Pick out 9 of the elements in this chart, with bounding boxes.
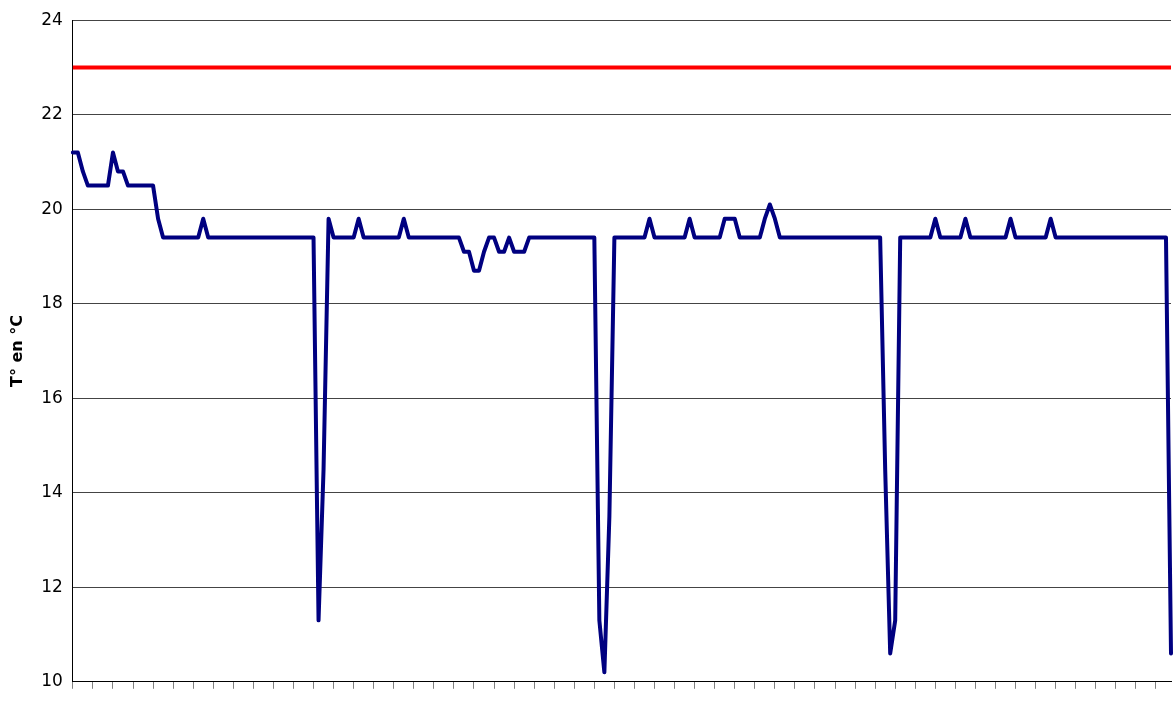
y-tick-label: 16 — [41, 386, 63, 407]
y-tick-label: 14 — [41, 481, 63, 502]
y-tick-label: 24 — [41, 8, 63, 29]
y-tick-label: 20 — [41, 197, 63, 218]
y-tick-label: 12 — [41, 575, 63, 596]
y-axis-title: T° en °C — [6, 314, 26, 388]
y-tick-label: 10 — [41, 670, 63, 691]
y-tick-label: 18 — [41, 292, 63, 313]
y-tick-label: 22 — [41, 103, 63, 124]
